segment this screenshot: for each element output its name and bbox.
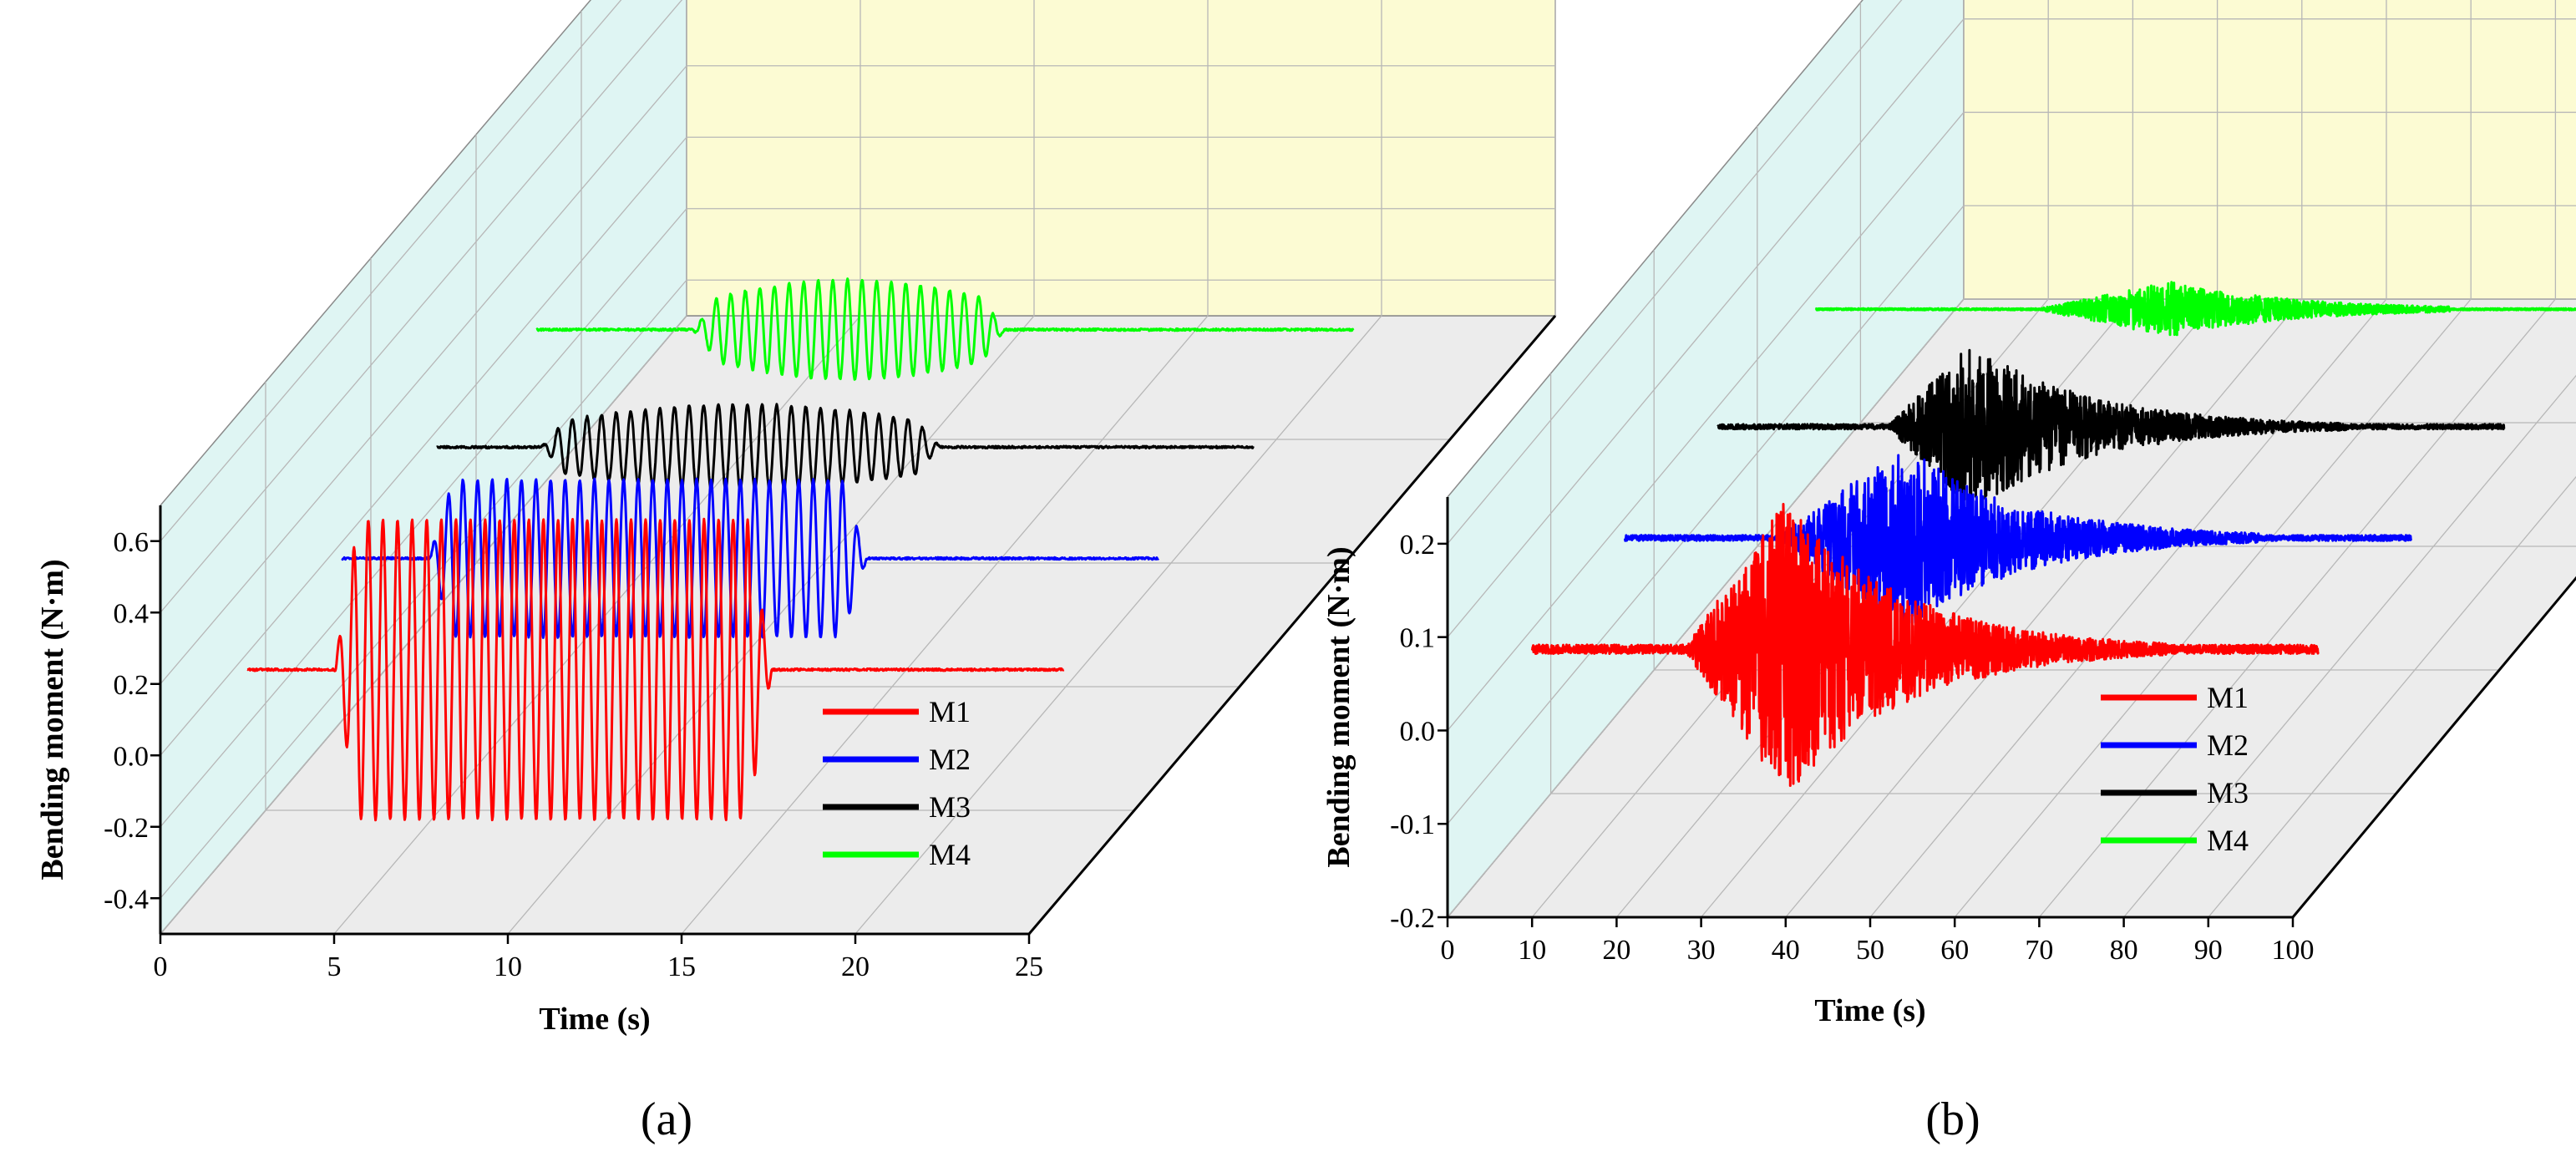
x-tick-label: 30 [1687,935,1716,966]
wall-gridline [160,0,622,542]
legend-label-m2: M2 [2207,728,2249,762]
x-tick-label: 90 [2194,935,2223,966]
back-wall-plane [686,0,1556,317]
series-line-m3 [436,403,1255,492]
floor-gridline [507,315,1035,935]
y-tick-label: -0.1 [1390,809,1435,840]
x-tick-label: 5 [327,951,342,982]
x-axis-title: Time (s) [1814,993,1925,1028]
series-line-m1 [1530,503,2320,787]
legend-label-m3: M3 [2207,776,2249,809]
y-axis-title: Bending moment (N·m) [35,559,70,880]
wall-gridline [160,65,687,685]
series-line-m1 [246,517,1065,822]
series-line-m2 [1623,454,2413,625]
legend-label-m1: M1 [2207,681,2249,714]
x-tick-label: 40 [1772,935,1800,966]
y-tick-label: -0.4 [104,884,149,915]
floor-gridline [1869,298,2387,918]
y-tick-label: 0.0 [1400,716,1436,747]
wall-gridline [160,0,683,613]
wall-gridline [1447,0,1903,545]
x-tick-label: 70 [2025,935,2053,966]
x-tick-label: 50 [1856,935,1884,966]
panel-label: (b) [1925,1093,1980,1145]
legend: M1 M2 M3 M4 [2101,681,2249,857]
y-tick-label: -0.2 [1390,903,1435,934]
y-tick-label: 0.4 [114,598,150,629]
panel-label: (a) [641,1093,692,1145]
x-tick-label: 100 [2272,935,2315,966]
floor-gridline [2123,374,2576,918]
floor-gridline [854,315,1382,935]
floor-gridline [1785,298,2303,918]
y-tick-label: 0.6 [114,527,150,558]
y-tick-label: -0.2 [104,813,149,844]
chart-panel-b: 0 10 20 30 40 50 60 70 80 90 100 -0.2 -0.1 0.0 0.1 0.2 T… [1321,0,2576,1145]
wall-gridline [1447,112,1965,731]
x-tick-label: 10 [494,951,522,982]
legend-label-m1: M1 [929,695,971,728]
x-tick-label: 15 [667,951,696,982]
grid-lines [160,0,1556,935]
series-line-m4 [1814,281,2576,337]
floor-gridline [333,315,861,935]
x-tick-label: 10 [1518,935,1546,966]
floor-gridline [2208,475,2576,918]
legend-label-m2: M2 [929,743,971,776]
legend-label-m3: M3 [929,790,971,824]
x-tick-label: 25 [1015,951,1043,982]
wall-gridline [1447,298,1965,918]
chart-panel-a: 0 5 10 15 20 25 -0.4 -0.2 0.0 0.2 0.4 0.6 Time (s) Be… [35,0,1557,1145]
back-wall-plane [1963,0,2576,300]
y-axis-title: Bending moment (N·m) [1321,546,1356,867]
x-axis-title: Time (s) [539,1002,650,1037]
x-tick-label: 0 [1441,935,1455,966]
x-tick-label: 60 [1940,935,1969,966]
x-tick-label: 0 [154,951,168,982]
floor-gridline [2038,298,2556,918]
wall-gridline [160,136,687,756]
series-line-m3 [1716,348,2506,512]
y-tick-label: 0.2 [114,670,150,701]
x-tick-label: 80 [2110,935,2138,966]
floor-gridline [681,315,1209,935]
x-tick-label: 20 [841,951,870,982]
legend: M1 M2 M3 M4 [823,695,971,871]
floor-gridline [1701,298,2219,918]
y-tick-label: 0.0 [114,741,150,772]
legend-label-m4: M4 [2207,824,2249,857]
legend-label-m4: M4 [929,838,971,871]
wall-gridline [1447,18,1965,638]
floor-gridline [1954,298,2472,918]
y-tick-label: 0.2 [1400,530,1436,561]
wall-gridline [160,208,687,828]
series-line-m4 [535,277,1355,381]
depth-axis-line [2291,576,2576,918]
y-tick-label: 0.1 [1400,623,1436,654]
x-tick-label: 20 [1602,935,1630,966]
depth-axis-line [1027,315,1557,935]
